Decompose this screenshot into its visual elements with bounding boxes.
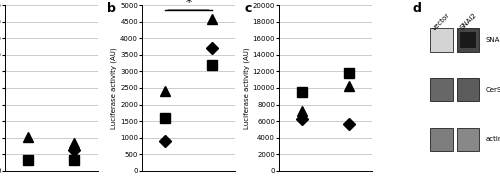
Text: *: * — [186, 0, 192, 9]
FancyBboxPatch shape — [460, 32, 476, 48]
Text: SNAI2: SNAI2 — [486, 37, 500, 43]
FancyBboxPatch shape — [430, 128, 452, 151]
Text: SNAI2: SNAI2 — [459, 12, 477, 31]
FancyBboxPatch shape — [430, 78, 452, 101]
FancyBboxPatch shape — [457, 128, 479, 151]
Text: c: c — [244, 2, 252, 15]
Text: vector: vector — [432, 12, 452, 32]
Text: CerS6: CerS6 — [486, 87, 500, 93]
Y-axis label: Luciferase activity (AU): Luciferase activity (AU) — [110, 47, 117, 129]
FancyBboxPatch shape — [430, 29, 452, 52]
Text: actin: actin — [486, 136, 500, 142]
FancyBboxPatch shape — [457, 78, 479, 101]
Text: b: b — [107, 2, 116, 15]
FancyBboxPatch shape — [457, 29, 479, 52]
Y-axis label: Luciferase activity (AU): Luciferase activity (AU) — [244, 47, 250, 129]
Text: d: d — [412, 2, 422, 15]
